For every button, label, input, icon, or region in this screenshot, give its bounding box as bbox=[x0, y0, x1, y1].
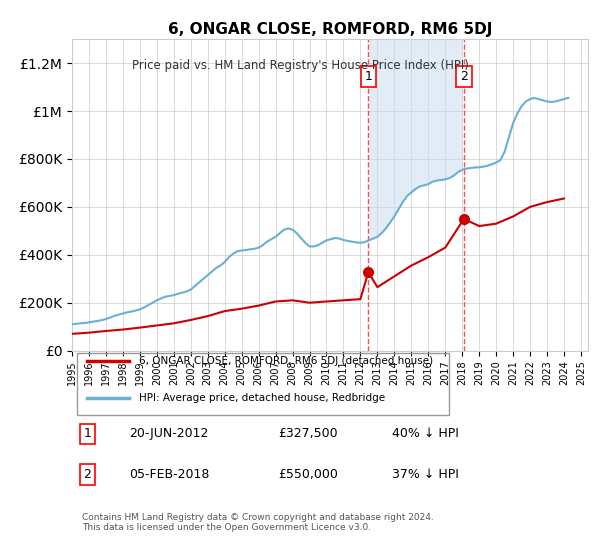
Text: 2: 2 bbox=[460, 70, 468, 83]
Text: 1: 1 bbox=[83, 427, 91, 440]
Text: 40% ↓ HPI: 40% ↓ HPI bbox=[392, 427, 459, 440]
Text: Price paid vs. HM Land Registry's House Price Index (HPI): Price paid vs. HM Land Registry's House … bbox=[131, 59, 469, 72]
Text: 2: 2 bbox=[83, 468, 91, 481]
Text: 20-JUN-2012: 20-JUN-2012 bbox=[129, 427, 208, 440]
Text: 1: 1 bbox=[364, 70, 372, 83]
Text: 37% ↓ HPI: 37% ↓ HPI bbox=[392, 468, 459, 481]
Text: 6, ONGAR CLOSE, ROMFORD, RM6 5DJ (detached house): 6, ONGAR CLOSE, ROMFORD, RM6 5DJ (detach… bbox=[139, 356, 433, 366]
Title: 6, ONGAR CLOSE, ROMFORD, RM6 5DJ: 6, ONGAR CLOSE, ROMFORD, RM6 5DJ bbox=[168, 22, 492, 36]
Text: £550,000: £550,000 bbox=[278, 468, 338, 481]
Text: 05-FEB-2018: 05-FEB-2018 bbox=[129, 468, 209, 481]
Text: HPI: Average price, detached house, Redbridge: HPI: Average price, detached house, Redb… bbox=[139, 393, 385, 403]
Text: Contains HM Land Registry data © Crown copyright and database right 2024.
This d: Contains HM Land Registry data © Crown c… bbox=[82, 512, 434, 532]
Text: £327,500: £327,500 bbox=[278, 427, 338, 440]
